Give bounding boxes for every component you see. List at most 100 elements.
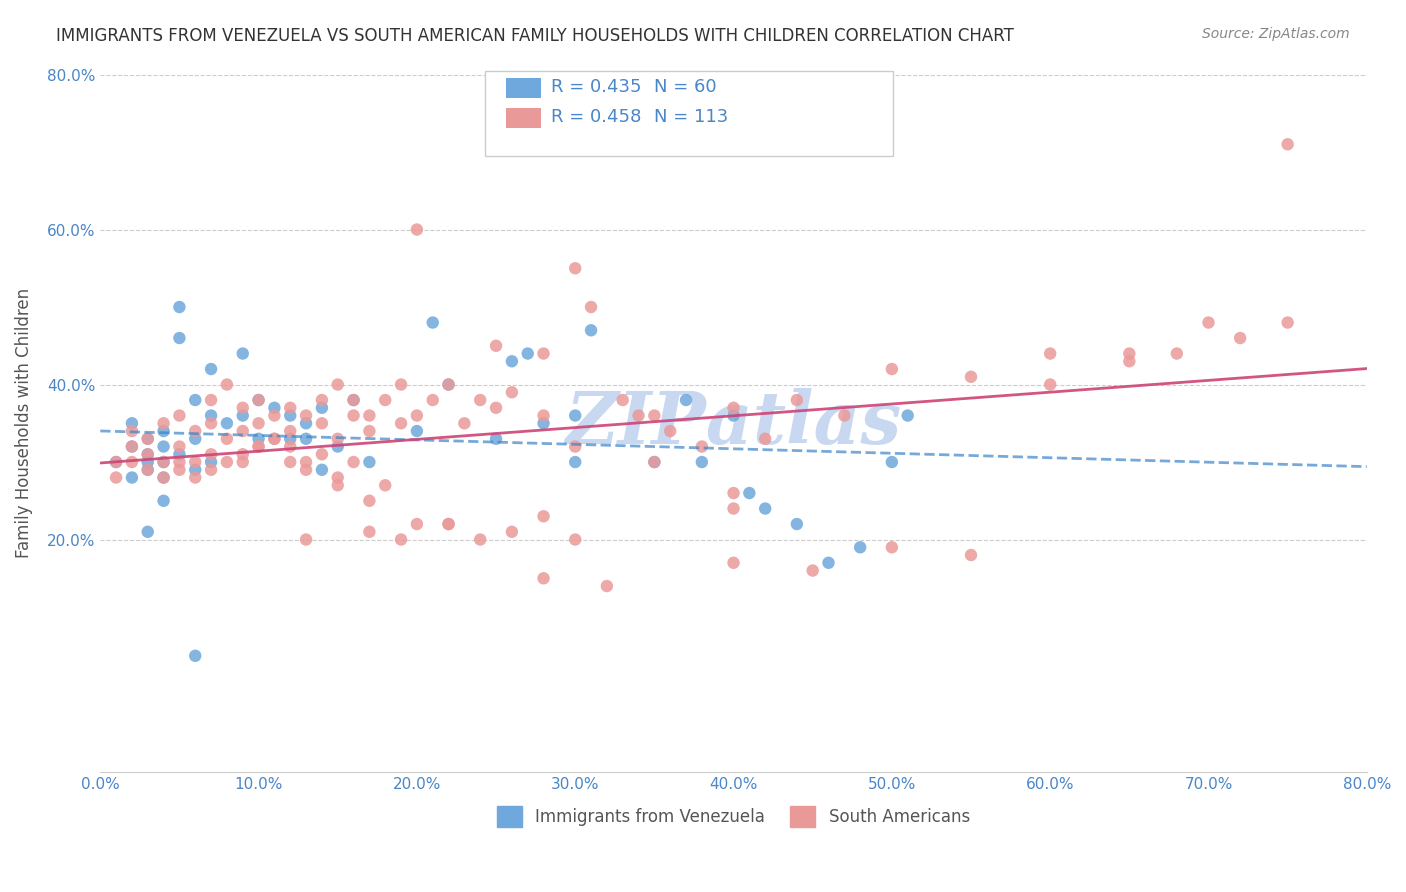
Point [311, 463, 333, 477]
Point [263, 401, 285, 415]
Text: ZIP​atlas: ZIP​atlas [565, 388, 901, 458]
Point [579, 323, 602, 337]
Point [278, 424, 301, 438]
Point [232, 447, 254, 461]
Point [215, 377, 238, 392]
Point [184, 463, 207, 477]
Point [295, 533, 318, 547]
Point [342, 409, 364, 423]
Point [960, 369, 983, 384]
Point [136, 432, 159, 446]
Point [200, 463, 222, 477]
Point [880, 362, 903, 376]
Point [1198, 316, 1220, 330]
Point [200, 409, 222, 423]
Point [1277, 137, 1299, 152]
Point [136, 524, 159, 539]
Point [169, 455, 191, 469]
Text: N = 60: N = 60 [654, 78, 717, 95]
Point [136, 447, 159, 461]
Point [278, 401, 301, 415]
Point [1039, 346, 1062, 360]
Point [501, 354, 523, 368]
Point [152, 424, 174, 438]
Point [723, 486, 745, 500]
Point [389, 417, 412, 431]
Point [406, 516, 429, 531]
Point [169, 300, 191, 314]
Point [152, 455, 174, 469]
Point [169, 440, 191, 454]
Point [200, 417, 222, 431]
Point [501, 385, 523, 400]
Point [105, 470, 128, 484]
Point [564, 455, 586, 469]
Point [579, 300, 602, 314]
Point [359, 493, 381, 508]
Point [278, 455, 301, 469]
Point [470, 533, 492, 547]
Point [278, 432, 301, 446]
Point [232, 401, 254, 415]
Point [326, 440, 349, 454]
Point [121, 455, 143, 469]
Point [786, 392, 808, 407]
Point [295, 432, 318, 446]
Point [200, 447, 222, 461]
Point [295, 417, 318, 431]
Point [533, 571, 555, 585]
Point [136, 463, 159, 477]
Point [121, 470, 143, 484]
Point [359, 524, 381, 539]
Y-axis label: Family Households with Children: Family Households with Children [15, 288, 32, 558]
Point [359, 409, 381, 423]
Point [232, 424, 254, 438]
Point [152, 470, 174, 484]
Point [754, 501, 776, 516]
Point [960, 548, 983, 562]
Point [169, 447, 191, 461]
Point [627, 409, 650, 423]
Text: R = 0.435: R = 0.435 [551, 78, 641, 95]
Point [1118, 346, 1140, 360]
Point [485, 432, 508, 446]
Point [1229, 331, 1251, 345]
Point [247, 432, 270, 446]
Point [406, 424, 429, 438]
Text: Source: ZipAtlas.com: Source: ZipAtlas.com [1202, 27, 1350, 41]
Point [564, 409, 586, 423]
Point [754, 432, 776, 446]
Point [263, 409, 285, 423]
Point [215, 417, 238, 431]
Point [311, 401, 333, 415]
Point [105, 455, 128, 469]
Point [1277, 316, 1299, 330]
Point [690, 440, 713, 454]
Point [311, 392, 333, 407]
Point [152, 470, 174, 484]
Point [215, 455, 238, 469]
Point [136, 447, 159, 461]
Point [247, 440, 270, 454]
Point [659, 424, 682, 438]
Point [422, 392, 444, 407]
Point [311, 417, 333, 431]
Point [152, 455, 174, 469]
Point [596, 579, 619, 593]
Point [533, 346, 555, 360]
Text: N = 113: N = 113 [654, 108, 728, 126]
Point [1039, 377, 1062, 392]
Point [612, 392, 634, 407]
Point [690, 455, 713, 469]
Point [564, 533, 586, 547]
Point [184, 470, 207, 484]
Point [786, 516, 808, 531]
Point [136, 455, 159, 469]
Point [485, 401, 508, 415]
Point [359, 424, 381, 438]
Point [880, 455, 903, 469]
Point [295, 455, 318, 469]
Point [723, 409, 745, 423]
Point [247, 417, 270, 431]
Point [516, 346, 538, 360]
